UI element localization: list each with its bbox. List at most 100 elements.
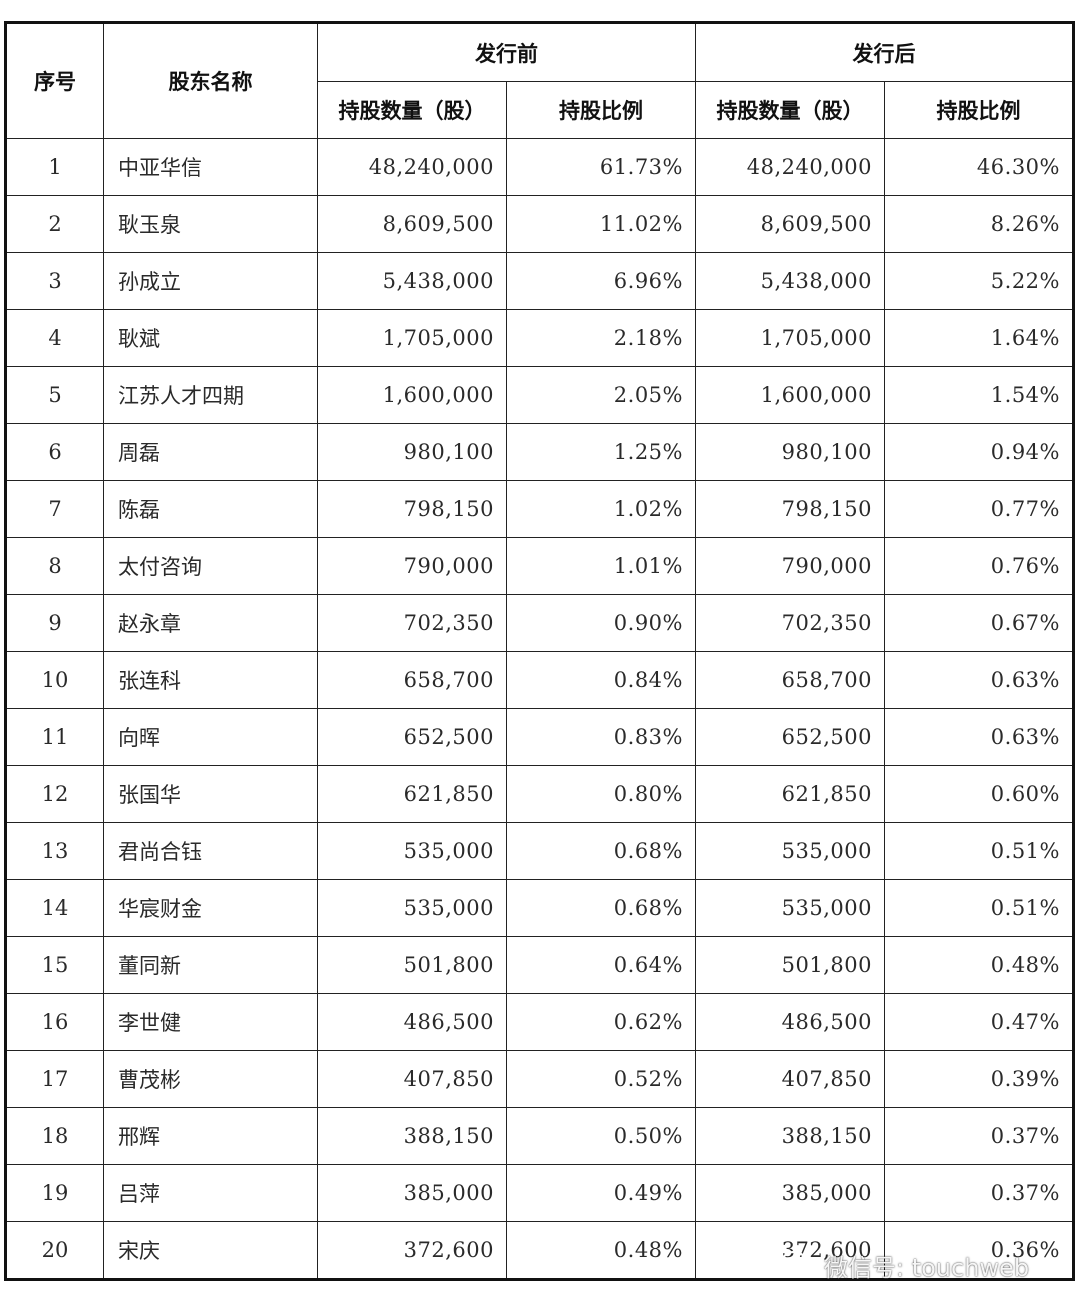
cell-before-ratio: 0.68% (506, 879, 696, 937)
cell-index: 19 (5, 1164, 104, 1222)
cell-name: 耿斌 (103, 309, 318, 367)
table-row: 17 曹茂彬 407,850 0.52% 407,850 0.39% (5, 1050, 1074, 1108)
cell-index: 3 (5, 252, 104, 310)
cell-before-ratio: 1.01% (506, 537, 696, 595)
table-row: 1 中亚华信 48,240,000 61.73% 48,240,000 46.30% (5, 138, 1074, 196)
table-row: 9 赵永章 702,350 0.90% 702,350 0.67% (5, 594, 1074, 652)
cell-before-ratio: 0.83% (506, 708, 696, 766)
header-before-quantity: 持股数量（股） (317, 81, 507, 139)
cell-before-quantity: 702,350 (317, 594, 507, 652)
cell-index: 8 (5, 537, 104, 595)
cell-after-ratio: 0.63% (884, 651, 1074, 709)
cell-before-quantity: 535,000 (317, 879, 507, 937)
watermark: 微信号: touchweb (780, 1247, 1029, 1283)
table-row: 14 华宸财金 535,000 0.68% 535,000 0.51% (5, 879, 1074, 937)
table-row: 6 周磊 980,100 1.25% 980,100 0.94% (5, 423, 1074, 481)
cell-name: 太付咨询 (103, 537, 318, 595)
cell-after-ratio: 1.64% (884, 309, 1074, 367)
cell-name: 董同新 (103, 936, 318, 994)
cell-before-quantity: 790,000 (317, 537, 507, 595)
cell-after-ratio: 0.39% (884, 1050, 1074, 1108)
cell-name: 张国华 (103, 765, 318, 823)
table-body: 1 中亚华信 48,240,000 61.73% 48,240,000 46.30% 2 耿玉… (5, 138, 1074, 1280)
cell-before-quantity: 535,000 (317, 822, 507, 880)
cell-before-quantity: 1,705,000 (317, 309, 507, 367)
cell-index: 2 (5, 195, 104, 253)
cell-before-ratio: 61.73% (506, 138, 696, 196)
cell-before-ratio: 0.52% (506, 1050, 696, 1108)
cell-before-quantity: 501,800 (317, 936, 507, 994)
cell-before-quantity: 5,438,000 (317, 252, 507, 310)
cell-name: 周磊 (103, 423, 318, 481)
cell-index: 4 (5, 309, 104, 367)
cell-after-quantity: 980,100 (695, 423, 885, 481)
cell-after-quantity: 407,850 (695, 1050, 885, 1108)
cell-before-quantity: 652,500 (317, 708, 507, 766)
cell-after-ratio: 0.48% (884, 936, 1074, 994)
cell-index: 11 (5, 708, 104, 766)
cell-index: 15 (5, 936, 104, 994)
cell-after-ratio: 0.76% (884, 537, 1074, 595)
table-row: 4 耿斌 1,705,000 2.18% 1,705,000 1.64% (5, 309, 1074, 367)
cell-name: 孙成立 (103, 252, 318, 310)
cell-after-quantity: 535,000 (695, 879, 885, 937)
cell-after-ratio: 5.22% (884, 252, 1074, 310)
cell-before-quantity: 621,850 (317, 765, 507, 823)
table-row: 10 张连科 658,700 0.84% 658,700 0.63% (5, 651, 1074, 709)
cell-after-quantity: 372,600 (695, 1221, 885, 1280)
cell-name: 中亚华信 (103, 138, 318, 196)
cell-index: 13 (5, 822, 104, 880)
cell-after-quantity: 652,500 (695, 708, 885, 766)
cell-before-ratio: 0.80% (506, 765, 696, 823)
cell-name: 向晖 (103, 708, 318, 766)
table-row: 18 邢辉 388,150 0.50% 388,150 0.37% (5, 1107, 1074, 1165)
table-row: 19 吕萍 385,000 0.49% 385,000 0.37% (5, 1164, 1074, 1222)
cell-index: 7 (5, 480, 104, 538)
header-name: 股东名称 (103, 22, 318, 139)
table-row: 5 江苏人才四期 1,600,000 2.05% 1,600,000 1.54% (5, 366, 1074, 424)
cell-name: 赵永章 (103, 594, 318, 652)
header-before: 发行前 (317, 22, 696, 82)
cell-name: 华宸财金 (103, 879, 318, 937)
cell-before-quantity: 8,609,500 (317, 195, 507, 253)
cell-after-quantity: 1,600,000 (695, 366, 885, 424)
cell-after-quantity: 486,500 (695, 993, 885, 1051)
cell-after-ratio: 0.67% (884, 594, 1074, 652)
header-after-ratio: 持股比例 (884, 81, 1074, 139)
shareholder-table-container: 序号 股东名称 发行前 发行后 持股数量（股） 持股比例 持股数量（股） 持股比… (4, 21, 1075, 1281)
cell-after-quantity: 702,350 (695, 594, 885, 652)
cell-before-ratio: 2.18% (506, 309, 696, 367)
cell-index: 10 (5, 651, 104, 709)
cell-before-ratio: 0.90% (506, 594, 696, 652)
cell-after-ratio: 0.51% (884, 879, 1074, 937)
cell-after-ratio: 0.37% (884, 1164, 1074, 1222)
cell-before-ratio: 0.68% (506, 822, 696, 880)
cell-after-ratio: 0.36% (884, 1221, 1074, 1280)
cell-index: 18 (5, 1107, 104, 1165)
table-row: 13 君尚合钰 535,000 0.68% 535,000 0.51% (5, 822, 1074, 880)
cell-after-quantity: 388,150 (695, 1107, 885, 1165)
cell-name: 君尚合钰 (103, 822, 318, 880)
cell-before-ratio: 11.02% (506, 195, 696, 253)
table-row: 20 宋庆 372,600 0.48% 372,600 0.36% (5, 1221, 1074, 1280)
cell-after-ratio: 8.26% (884, 195, 1074, 253)
cell-after-ratio: 0.60% (884, 765, 1074, 823)
cell-before-ratio: 0.49% (506, 1164, 696, 1222)
table-row: 15 董同新 501,800 0.64% 501,800 0.48% (5, 936, 1074, 994)
shareholder-table: 序号 股东名称 发行前 发行后 持股数量（股） 持股比例 持股数量（股） 持股比… (4, 21, 1075, 1281)
cell-before-quantity: 798,150 (317, 480, 507, 538)
table-row: 12 张国华 621,850 0.80% 621,850 0.60% (5, 765, 1074, 823)
cell-after-quantity: 385,000 (695, 1164, 885, 1222)
cell-after-ratio: 0.63% (884, 708, 1074, 766)
watermark-text: 微信号: touchweb (824, 1253, 1030, 1282)
cell-name: 吕萍 (103, 1164, 318, 1222)
cell-before-ratio: 1.25% (506, 423, 696, 481)
table-row: 16 李世健 486,500 0.62% 486,500 0.47% (5, 993, 1074, 1051)
cell-before-ratio: 0.50% (506, 1107, 696, 1165)
table-row: 8 太付咨询 790,000 1.01% 790,000 0.76% (5, 537, 1074, 595)
header-after: 发行后 (695, 22, 1074, 82)
cell-after-quantity: 658,700 (695, 651, 885, 709)
cell-after-quantity: 798,150 (695, 480, 885, 538)
cell-after-quantity: 790,000 (695, 537, 885, 595)
header-before-ratio: 持股比例 (506, 81, 696, 139)
